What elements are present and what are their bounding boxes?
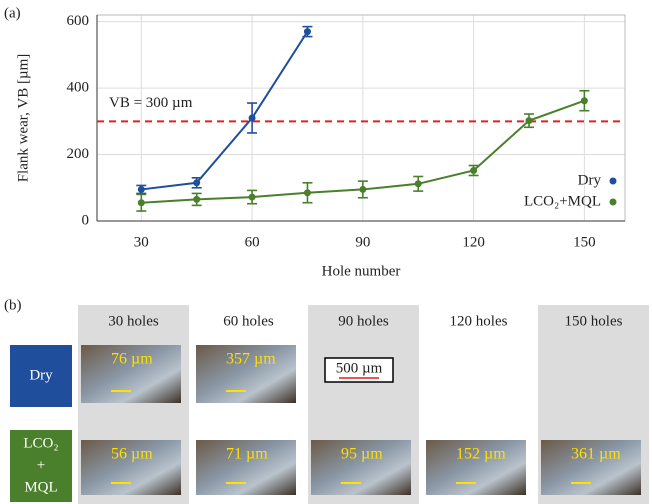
figure: (a) (b) Hole number Flank wear, VB [µm] … xyxy=(0,0,652,504)
marker xyxy=(193,196,200,203)
row-label: MQL xyxy=(24,479,57,495)
column-header: 120 holes xyxy=(450,313,508,329)
y-tick-label: 200 xyxy=(67,146,90,162)
y-tick-label: 600 xyxy=(67,13,90,29)
measurement: 361 µm xyxy=(571,446,621,463)
marker xyxy=(470,167,477,174)
x-axis-label: Hole number xyxy=(322,263,401,279)
panel-label: (b) xyxy=(4,297,22,313)
marker xyxy=(138,186,145,193)
y-axis-label: Flank wear, VB [µm] xyxy=(15,54,31,183)
x-tick-label: 150 xyxy=(573,234,596,250)
x-tick-label: 90 xyxy=(355,234,370,250)
reference-label: VB = 300 µm xyxy=(109,95,193,111)
legend-label: LCO₂+MQL xyxy=(524,193,601,209)
marker xyxy=(526,117,533,124)
measurement: 71 µm xyxy=(226,446,268,463)
x-tick-label: 120 xyxy=(462,234,485,250)
legend-marker xyxy=(610,199,617,206)
marker xyxy=(581,97,588,104)
y-tick-label: 0 xyxy=(82,212,90,228)
measurement: 76 µm xyxy=(111,351,153,368)
column-header: 60 holes xyxy=(223,313,274,329)
column-header: 90 holes xyxy=(338,313,389,329)
row-label: + xyxy=(37,457,45,473)
row-label: Dry xyxy=(29,367,53,383)
panel-label: (a) xyxy=(4,5,21,21)
marker xyxy=(249,194,256,201)
marker xyxy=(304,28,311,35)
marker xyxy=(415,180,422,187)
marker xyxy=(249,115,256,122)
row-label: LCO₂ xyxy=(23,435,58,451)
column-header: 150 holes xyxy=(565,313,623,329)
marker xyxy=(193,179,200,186)
y-tick-label: 400 xyxy=(67,80,90,96)
legend-label: Dry xyxy=(578,172,602,188)
marker xyxy=(138,199,145,206)
scale-bar-label: 500 µm xyxy=(336,360,383,376)
marker xyxy=(304,189,311,196)
measurement: 152 µm xyxy=(456,446,506,463)
measurement: 56 µm xyxy=(111,446,153,463)
measurement: 357 µm xyxy=(226,351,276,368)
x-tick-label: 30 xyxy=(134,234,149,250)
column-header: 30 holes xyxy=(108,313,159,329)
marker xyxy=(359,186,366,193)
legend-marker xyxy=(610,178,617,185)
measurement: 95 µm xyxy=(341,446,383,463)
x-tick-label: 60 xyxy=(245,234,260,250)
